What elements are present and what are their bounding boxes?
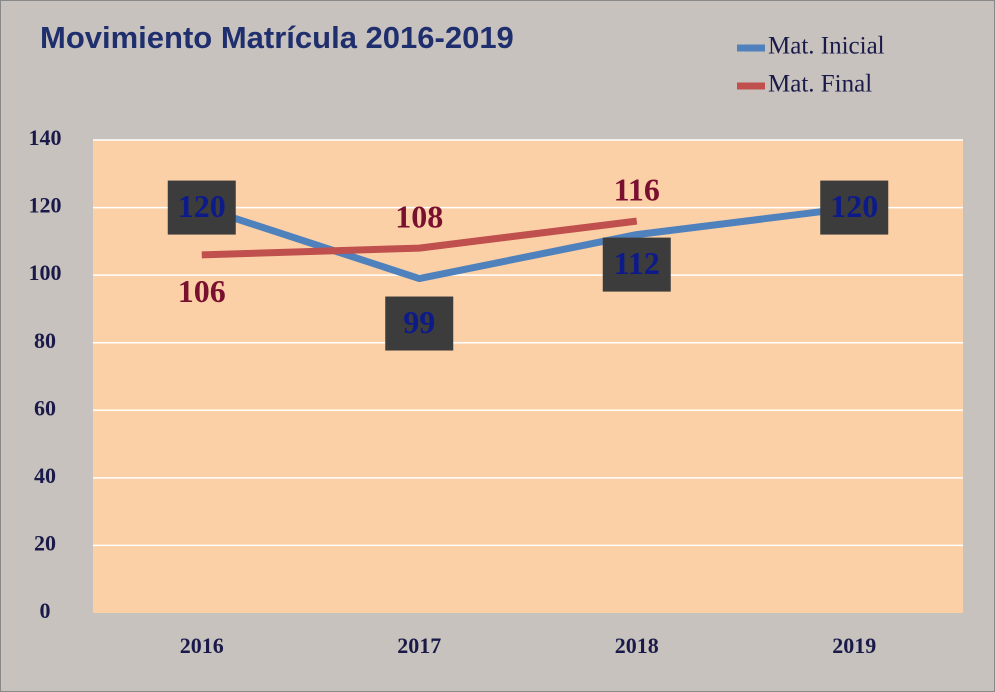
data-label-box — [820, 180, 889, 235]
data-label: 116 — [614, 171, 660, 207]
data-label: 120 — [830, 188, 878, 224]
y-tick-label: 40 — [34, 463, 56, 488]
data-label-box — [167, 180, 236, 235]
legend-label: Mat. Inicial — [768, 33, 885, 60]
y-tick-label: 0 — [40, 598, 51, 623]
series-line — [200, 204, 855, 283]
data-label: 99 — [403, 304, 435, 340]
y-tick-label: 60 — [34, 395, 56, 420]
y-tick-label: 100 — [29, 260, 62, 285]
data-label: 112 — [614, 245, 660, 281]
x-tick-label: 2019 — [832, 633, 876, 658]
data-label-box — [602, 237, 671, 292]
series-line — [201, 217, 638, 259]
data-label-box — [385, 296, 454, 351]
y-tick-label: 140 — [29, 125, 62, 150]
data-label: 108 — [395, 198, 443, 234]
x-tick-label: 2017 — [397, 633, 441, 658]
y-tick-label: 80 — [34, 328, 56, 353]
chart-title: Movimiento Matrícula 2016-2019 — [40, 20, 514, 55]
y-tick-label: 20 — [34, 530, 56, 555]
x-tick-label: 2016 — [180, 633, 224, 658]
legend-label: Mat. Final — [768, 71, 872, 98]
data-label: 106 — [178, 273, 226, 309]
x-tick-label: 2018 — [615, 633, 659, 658]
data-label: 120 — [178, 188, 226, 224]
y-tick-label: 120 — [29, 193, 62, 218]
